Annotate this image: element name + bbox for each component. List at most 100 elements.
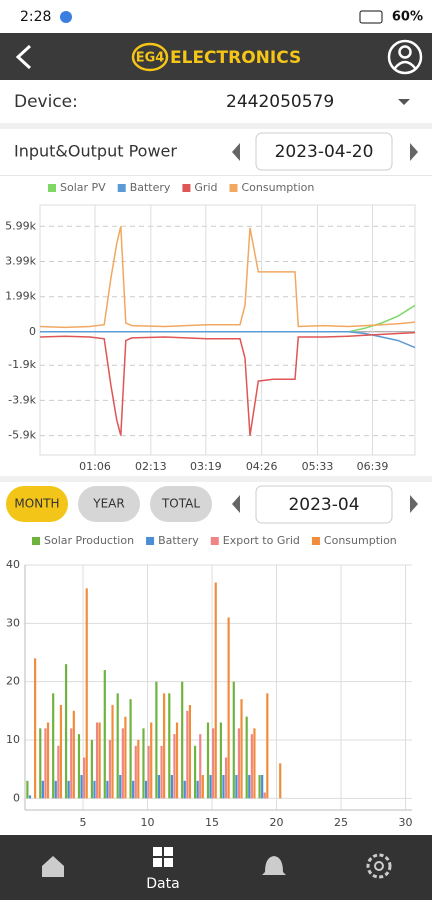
bar	[157, 775, 161, 799]
bar	[155, 681, 158, 799]
legend-label: Battery	[130, 181, 171, 194]
bar	[212, 728, 215, 799]
bar	[188, 705, 192, 799]
bar	[150, 722, 153, 799]
bar	[263, 792, 266, 799]
y-tick-label: 20	[6, 675, 20, 688]
legend-label: Grid	[194, 181, 217, 194]
bar	[209, 775, 212, 799]
bar	[64, 664, 68, 799]
bar	[119, 775, 122, 799]
nav-home[interactable]	[42, 856, 64, 877]
x-tick-label: 5	[80, 816, 87, 829]
nav-label: Data	[146, 876, 179, 892]
y-tick-label: 1.99k	[5, 290, 36, 303]
x-tick-label: 15	[205, 816, 219, 829]
separator	[0, 123, 432, 129]
bar	[173, 734, 176, 799]
bar	[46, 722, 50, 799]
bar	[163, 693, 166, 799]
tab-label: TOTAL	[161, 497, 200, 511]
bar	[44, 728, 47, 799]
bar	[108, 740, 112, 799]
x-tick-label: 02:13	[135, 460, 167, 473]
y-tick-label: 30	[6, 616, 20, 629]
bar	[248, 775, 251, 799]
bar	[253, 728, 256, 799]
bar	[245, 716, 248, 799]
bar	[80, 775, 83, 799]
bar	[134, 745, 137, 799]
bar	[224, 757, 228, 799]
bar	[137, 740, 140, 799]
legend-swatch	[117, 184, 126, 192]
nav-settings[interactable]	[366, 853, 392, 879]
back-button[interactable]	[15, 44, 32, 70]
x-tick-label: 03:19	[190, 460, 222, 473]
legend-swatch	[311, 537, 320, 545]
x-tick-label: 10	[141, 816, 155, 829]
bar	[193, 745, 197, 799]
nav-alerts[interactable]	[262, 856, 286, 875]
x-tick-label: 01:06	[79, 460, 111, 473]
bar	[77, 734, 81, 799]
bar	[227, 617, 230, 799]
app-header	[0, 33, 432, 80]
bar	[67, 780, 70, 799]
bar	[59, 705, 63, 799]
bar	[132, 780, 135, 799]
series-line	[39, 226, 416, 329]
y-tick-label: 0	[29, 325, 36, 338]
legend-swatch	[32, 537, 40, 545]
date-picker[interactable]	[255, 132, 393, 171]
bar	[206, 722, 210, 799]
bar	[52, 693, 55, 799]
prev-month[interactable]	[232, 495, 240, 513]
device-value[interactable]: 2442050579	[226, 92, 334, 112]
prev-day[interactable]	[232, 143, 240, 161]
tab-button[interactable]	[6, 486, 68, 522]
month-picker[interactable]	[255, 485, 393, 524]
legend-label: Solar PV	[60, 181, 106, 194]
bar	[57, 745, 60, 799]
y-tick-label: -3.9k	[8, 393, 36, 406]
device-label: Device:	[14, 92, 78, 112]
logo-ring	[131, 42, 169, 72]
next-day[interactable]	[410, 143, 418, 161]
bar	[121, 728, 124, 799]
bar	[144, 780, 148, 799]
logo-text: ELECTRONICS	[170, 48, 301, 68]
bar	[85, 588, 88, 799]
power-title: Input&Output Power	[14, 142, 177, 161]
bar	[186, 710, 189, 799]
nav-data[interactable]	[153, 847, 173, 867]
separator	[0, 476, 432, 482]
bar	[116, 693, 119, 799]
profile-button[interactable]	[387, 39, 423, 75]
tab-button[interactable]	[78, 486, 140, 522]
next-month[interactable]	[410, 495, 418, 513]
bar	[70, 728, 73, 799]
legend-swatch	[146, 537, 155, 545]
y-tick-label: -5.9k	[8, 429, 36, 442]
bar	[106, 780, 109, 799]
bar	[34, 658, 37, 799]
bar	[168, 693, 171, 799]
series-line	[39, 331, 416, 436]
bar	[26, 780, 29, 799]
bar	[83, 757, 86, 799]
bar	[147, 745, 150, 799]
y-tick-label: -1.9k	[8, 358, 36, 371]
battery-icon	[359, 10, 383, 24]
series-line	[40, 304, 416, 333]
device-dropdown[interactable]	[398, 99, 410, 105]
bar	[219, 722, 222, 799]
x-tick-label: 05:33	[302, 460, 334, 473]
legend-swatch	[229, 184, 238, 192]
tab-button[interactable]	[150, 486, 212, 522]
bar	[201, 775, 204, 799]
x-tick-label: 30	[399, 816, 413, 829]
plot-frame	[39, 204, 416, 456]
x-tick-label: 20	[270, 816, 284, 829]
